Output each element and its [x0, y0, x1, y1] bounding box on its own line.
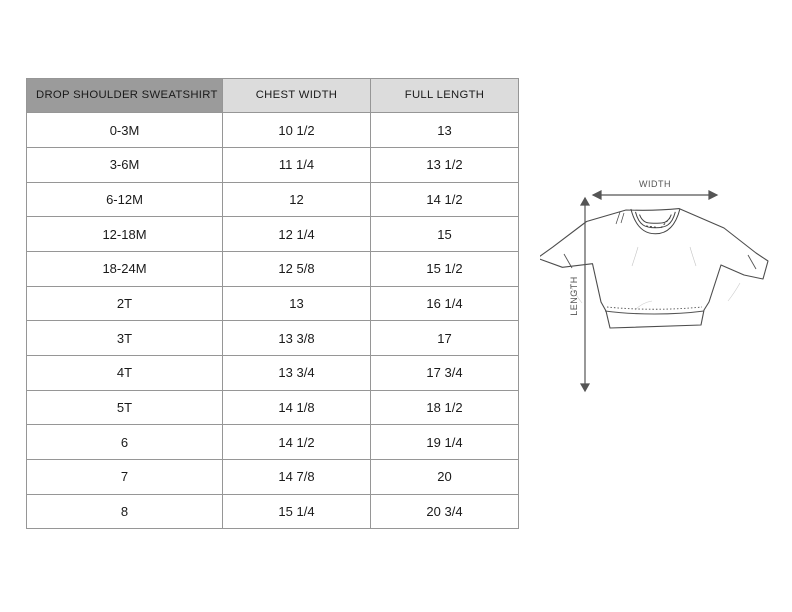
svg-text:LENGTH: LENGTH	[569, 276, 579, 316]
svg-text:WIDTH: WIDTH	[639, 179, 671, 189]
